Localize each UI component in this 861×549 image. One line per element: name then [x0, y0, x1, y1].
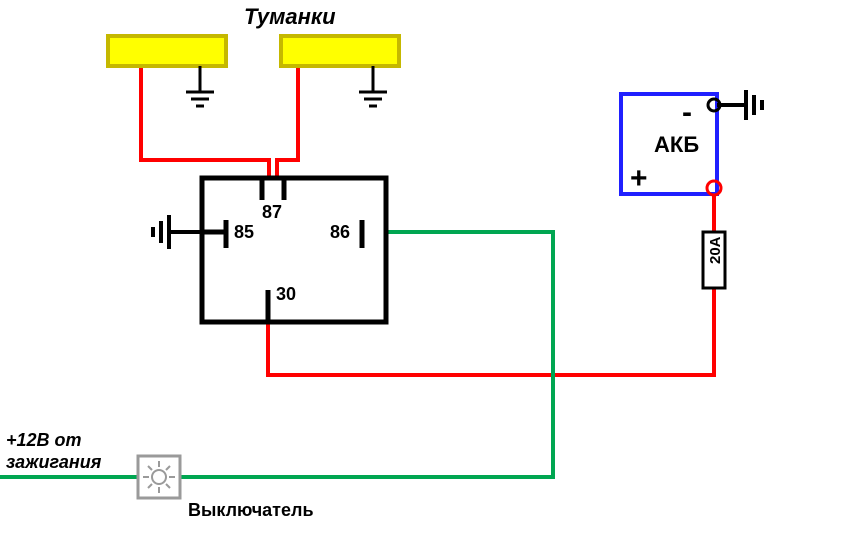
battery-box: АКБ - + — [621, 90, 762, 195]
battery-minus: - — [682, 96, 692, 129]
fuse-label: 20А — [707, 236, 724, 264]
pin85-label: 85 — [234, 222, 254, 242]
ignition-label-2: зажигания — [6, 452, 102, 472]
pin30-label: 30 — [276, 284, 296, 304]
pin87-label: 87 — [262, 202, 282, 222]
wire-fog-to-relay — [141, 66, 298, 178]
ignition-label-1: +12В от — [6, 430, 82, 450]
foglight-left — [108, 36, 226, 106]
relay-box: 87 85 86 30 — [202, 178, 386, 322]
title-label: Туманки — [244, 4, 336, 29]
switch-label: Выключатель — [188, 500, 314, 520]
battery-label: АКБ — [654, 132, 699, 157]
pin86-label: 86 — [330, 222, 350, 242]
battery-plus: + — [630, 162, 648, 195]
switch-box: Выключатель — [138, 456, 314, 520]
wiring-diagram: Туманки 87 85 86 30 АКБ - + — [0, 0, 861, 549]
wire-switch-to-relay86 — [180, 232, 553, 477]
fuse-box: 20А — [703, 232, 725, 288]
relay-ground-icon — [153, 215, 202, 249]
